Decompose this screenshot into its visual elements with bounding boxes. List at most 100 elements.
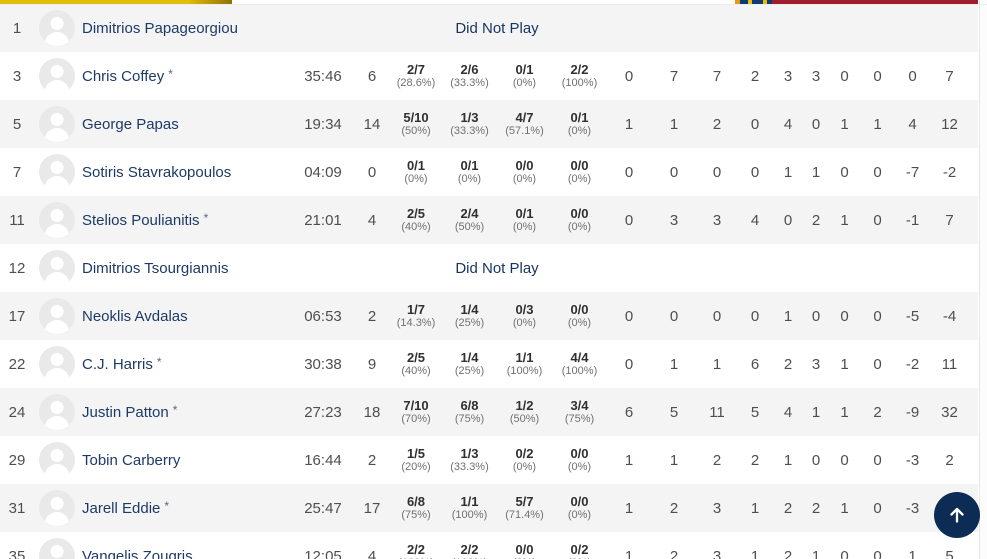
stat-cell: 0 (669, 307, 679, 325)
player-name-link[interactable]: Dimitrios Papageorgiou (80, 19, 292, 37)
3p-percentage: (0%) (512, 317, 537, 329)
stat-cell: 2 (712, 115, 722, 133)
ft-made-attempted: 4/4 (570, 350, 589, 365)
table-row: 1 Dimitrios Papageorgiou Did Not Play (0, 4, 978, 52)
player-name-link[interactable]: Stelios Poulianitis * (80, 211, 292, 229)
field-goals-cell: 6/8 (75%) (390, 494, 442, 522)
progress-bar-fill (0, 0, 187, 4)
stat-cell: 2 (873, 403, 882, 421)
player-avatar (34, 298, 80, 334)
ft-percentage: (0%) (552, 557, 607, 559)
stat-cell: 0 (873, 499, 882, 517)
stat-cell: 2 (750, 451, 760, 469)
stat-cell: 0 (811, 451, 821, 469)
free-throws-cell: 0/0 (0%) (552, 158, 607, 186)
2p-made-attempted: 2/2 (460, 542, 479, 557)
stat-cell: 0 (840, 451, 849, 469)
starter-asterisk: * (172, 403, 178, 417)
stat-cell: 0 (840, 547, 849, 559)
3p-percentage: (0%) (512, 221, 537, 233)
team-logo-edge-navy (740, 0, 772, 4)
2p-percentage: (25%) (454, 365, 485, 377)
player-name-link[interactable]: George Papas (80, 115, 292, 133)
fg-made-attempted: 1/5 (406, 446, 426, 461)
stat-cell: 1 (873, 115, 882, 133)
stat-cell: 1 (783, 163, 793, 181)
stat-cell: 0 (624, 355, 634, 373)
three-points-cell: 1/1 (100%) (497, 350, 552, 378)
field-goals-cell: 0/1 (0%) (390, 158, 442, 186)
player-name-link[interactable]: Chris Coffey * (80, 67, 292, 85)
fg-percentage: (50%) (401, 125, 431, 137)
fg-made-attempted: 2/7 (406, 62, 426, 77)
table-row: 5 George Papas 19:34 14 5/10 (50%) 1/3 (… (0, 100, 978, 148)
fg-percentage: (75%) (401, 509, 431, 521)
player-name-link[interactable]: Tobin Carberry (80, 451, 292, 469)
player-name: Dimitrios Tsourgiannis (82, 260, 229, 277)
player-name-link[interactable]: Jarell Eddie * (80, 499, 292, 517)
stat-cell: 4 (750, 211, 760, 229)
stat-cell: 0 (712, 163, 722, 181)
starter-asterisk: * (203, 211, 209, 225)
three-points-cell: 0/3 (0%) (497, 302, 552, 330)
minutes-cell: 19:34 (304, 115, 342, 133)
field-goals-cell: 2/5 (40%) (390, 350, 442, 378)
three-points-cell: 0/0 (0%) (497, 158, 552, 186)
fg-made-attempted: 1/7 (406, 302, 426, 317)
starter-asterisk: * (156, 355, 162, 369)
progress-bar-fade (187, 0, 232, 4)
avatar-placeholder-icon (39, 106, 75, 142)
ft-percentage: (0%) (567, 317, 592, 329)
stat-cell: 0 (873, 355, 882, 373)
stat-cell: 3 (811, 67, 821, 85)
field-goals-cell: 5/10 (50%) (390, 110, 442, 138)
stat-cell: 11 (941, 355, 958, 373)
avatar-placeholder-icon (39, 154, 75, 190)
stat-cell: 1 (811, 403, 821, 421)
scroll-to-top-button[interactable] (934, 492, 980, 538)
fg-percentage: (20%) (401, 461, 431, 473)
two-points-cell: 2/6 (33.3%) (442, 62, 497, 90)
minutes-cell: 16:44 (304, 451, 342, 469)
field-goals-cell: 7/10 (70%) (390, 398, 442, 426)
player-name-link[interactable]: Vangelis Zougris (80, 547, 292, 559)
fg-made-attempted: 6/8 (406, 494, 426, 509)
2p-percentage: (0%) (457, 173, 482, 185)
stat-cell: 1 (840, 211, 849, 229)
stat-cell: 1 (840, 355, 849, 373)
stat-cell: 2 (811, 499, 821, 517)
stat-cell: 0 (873, 451, 882, 469)
stat-cell: 7 (669, 67, 679, 85)
3p-made-attempted: 0/0 (515, 158, 534, 173)
stat-cell: 1 (669, 451, 679, 469)
three-points-cell: 0/1 (0%) (497, 206, 552, 234)
jersey-number: 24 (8, 403, 26, 421)
player-avatar (34, 346, 80, 382)
table-row: 7 Sotiris Stavrakopoulos 04:09 0 0/1 (0%… (0, 148, 978, 196)
2p-made-attempted: 2/6 (460, 62, 479, 77)
stat-cell: 2 (669, 547, 679, 559)
field-goals-cell: 2/7 (28.6%) (390, 62, 442, 90)
stat-cell: 0 (873, 211, 882, 229)
player-name-link[interactable]: Neoklis Avdalas (80, 307, 292, 325)
minutes-cell: 30:38 (304, 355, 342, 373)
fg-made-attempted: 5/10 (403, 110, 429, 125)
player-name-link[interactable]: Dimitrios Tsourgiannis (80, 259, 292, 277)
player-avatar (34, 154, 80, 190)
stat-cell: 1 (811, 547, 821, 559)
2p-made-attempted: 2/4 (460, 206, 479, 221)
stat-cell: 1 (624, 499, 634, 517)
page-scrollbar-track[interactable] (979, 0, 987, 559)
player-name-link[interactable]: Sotiris Stavrakopoulos (80, 163, 292, 181)
player-name-link[interactable]: C.J. Harris * (80, 355, 292, 373)
stat-cell: 2 (783, 499, 793, 517)
table-row: 22 C.J. Harris * 30:38 9 2/5 (40%) 1/4 (2… (0, 340, 978, 388)
ft-made-attempted: 0/0 (570, 446, 589, 461)
player-name-link[interactable]: Justin Patton * (80, 403, 292, 421)
stat-cell: 0 (712, 307, 722, 325)
stat-cell: 1 (840, 115, 849, 133)
two-points-cell: 1/1 (100%) (442, 494, 497, 522)
player-avatar (34, 10, 80, 46)
2p-percentage: (50%) (454, 221, 485, 233)
avatar-placeholder-icon (39, 250, 75, 286)
